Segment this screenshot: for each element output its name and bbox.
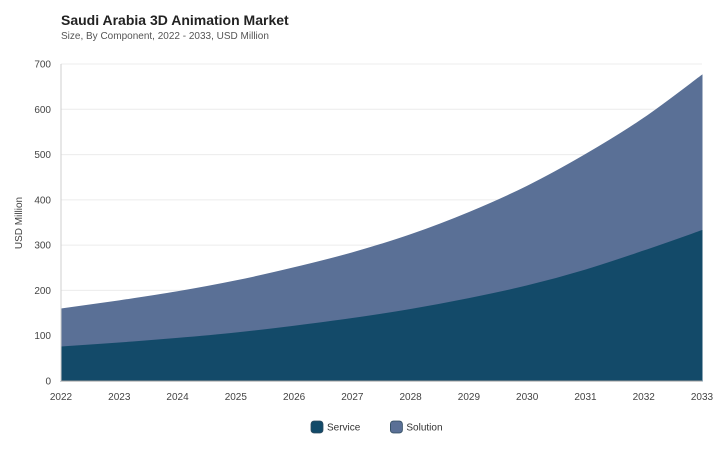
x-tick-label: 2022 bbox=[50, 392, 73, 403]
x-tick-label: 2033 bbox=[691, 392, 714, 403]
y-tick-label: 100 bbox=[34, 331, 51, 342]
y-axis-label: USD Million bbox=[14, 197, 25, 249]
x-tick-label: 2026 bbox=[283, 392, 306, 403]
chart-title: Saudi Arabia 3D Animation Market bbox=[61, 12, 289, 28]
x-tick-label: 2025 bbox=[225, 392, 248, 403]
legend-label: Solution bbox=[406, 423, 442, 434]
legend-swatch bbox=[310, 420, 324, 434]
chart-subtitle: Size, By Component, 2022 - 2033, USD Mil… bbox=[61, 31, 269, 42]
axes: 0 100 200 300 400 500 600 700 2022 2023 2024 2025 20… bbox=[34, 60, 713, 404]
x-tick-label: 2028 bbox=[400, 392, 423, 403]
area-service bbox=[60, 229, 703, 382]
legend: Service Solution bbox=[310, 420, 443, 434]
y-tick-label: 300 bbox=[34, 241, 51, 252]
x-tick-label: 2027 bbox=[341, 392, 364, 403]
series-areas bbox=[60, 74, 703, 382]
x-tick-label: 2030 bbox=[516, 392, 539, 403]
x-tick-label: 2024 bbox=[166, 392, 189, 403]
legend-item-solution[interactable]: Solution bbox=[389, 420, 443, 434]
x-tick-label: 2032 bbox=[633, 392, 656, 403]
x-tick-label: 2031 bbox=[574, 392, 597, 403]
y-tick-label: 400 bbox=[34, 195, 51, 206]
x-tick-label: 2023 bbox=[108, 392, 131, 403]
legend-item-service[interactable]: Service bbox=[310, 420, 361, 434]
legend-label: Service bbox=[327, 423, 361, 434]
x-tick-label: 2029 bbox=[458, 392, 481, 403]
y-tick-label: 600 bbox=[34, 105, 51, 116]
y-tick-label: 500 bbox=[34, 150, 51, 161]
y-tick-label: 0 bbox=[45, 377, 51, 388]
y-tick-label: 700 bbox=[34, 60, 51, 71]
legend-swatch bbox=[389, 420, 403, 434]
y-tick-label: 200 bbox=[34, 286, 51, 297]
